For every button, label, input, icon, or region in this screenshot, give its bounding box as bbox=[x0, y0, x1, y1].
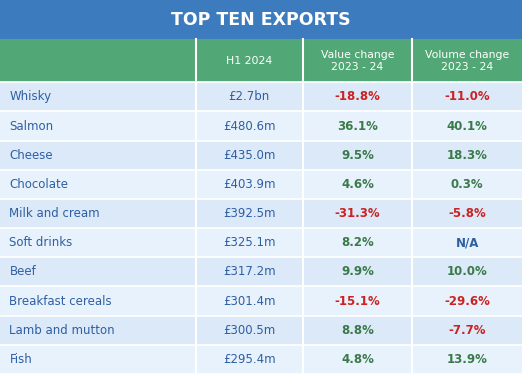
Text: 10.0%: 10.0% bbox=[447, 266, 488, 278]
Text: 9.9%: 9.9% bbox=[341, 266, 374, 278]
Text: 13.9%: 13.9% bbox=[447, 353, 488, 366]
Text: -5.8%: -5.8% bbox=[448, 207, 486, 220]
Text: -31.3%: -31.3% bbox=[335, 207, 381, 220]
Text: 4.6%: 4.6% bbox=[341, 178, 374, 191]
Text: -11.0%: -11.0% bbox=[444, 91, 490, 103]
Text: 40.1%: 40.1% bbox=[447, 120, 488, 132]
Text: Milk and cream: Milk and cream bbox=[9, 207, 100, 220]
Bar bbox=[0, 286, 522, 316]
Text: Volume change
2023 - 24: Volume change 2023 - 24 bbox=[425, 50, 509, 71]
Text: Chocolate: Chocolate bbox=[9, 178, 68, 191]
Bar bbox=[0, 111, 522, 141]
Bar bbox=[0, 345, 522, 374]
Bar bbox=[0, 199, 522, 228]
Text: Fish: Fish bbox=[9, 353, 32, 366]
Text: Value change
2023 - 24: Value change 2023 - 24 bbox=[321, 50, 394, 71]
Text: -29.6%: -29.6% bbox=[444, 295, 490, 307]
Bar bbox=[0, 170, 522, 199]
Text: £317.2m: £317.2m bbox=[223, 266, 276, 278]
Text: £325.1m: £325.1m bbox=[223, 236, 276, 249]
Text: -15.1%: -15.1% bbox=[335, 295, 381, 307]
Text: Lamb and mutton: Lamb and mutton bbox=[9, 324, 115, 337]
Bar bbox=[0, 316, 522, 345]
Text: N/A: N/A bbox=[456, 236, 479, 249]
Text: 8.2%: 8.2% bbox=[341, 236, 374, 249]
Bar bbox=[0, 141, 522, 170]
Text: Beef: Beef bbox=[9, 266, 36, 278]
Text: Salmon: Salmon bbox=[9, 120, 54, 132]
Bar bbox=[0, 257, 522, 286]
Text: -7.7%: -7.7% bbox=[448, 324, 486, 337]
Bar bbox=[0, 228, 522, 257]
Text: 9.5%: 9.5% bbox=[341, 149, 374, 162]
Text: 0.3%: 0.3% bbox=[451, 178, 483, 191]
Text: 18.3%: 18.3% bbox=[447, 149, 488, 162]
Text: 4.8%: 4.8% bbox=[341, 353, 374, 366]
Text: 8.8%: 8.8% bbox=[341, 324, 374, 337]
Text: H1 2024: H1 2024 bbox=[226, 56, 272, 66]
Text: £403.9m: £403.9m bbox=[223, 178, 276, 191]
Text: -18.8%: -18.8% bbox=[335, 91, 381, 103]
Bar bbox=[0, 0, 522, 39]
Text: Whisky: Whisky bbox=[9, 91, 52, 103]
Text: 36.1%: 36.1% bbox=[337, 120, 378, 132]
Text: Breakfast cereals: Breakfast cereals bbox=[9, 295, 112, 307]
Text: Cheese: Cheese bbox=[9, 149, 53, 162]
Text: Soft drinks: Soft drinks bbox=[9, 236, 73, 249]
Text: £301.4m: £301.4m bbox=[223, 295, 276, 307]
Bar bbox=[0, 82, 522, 111]
Text: £480.6m: £480.6m bbox=[223, 120, 276, 132]
Text: £295.4m: £295.4m bbox=[223, 353, 276, 366]
Text: £2.7bn: £2.7bn bbox=[229, 91, 270, 103]
Bar bbox=[0, 39, 522, 82]
Text: £435.0m: £435.0m bbox=[223, 149, 276, 162]
Text: £392.5m: £392.5m bbox=[223, 207, 276, 220]
Text: £300.5m: £300.5m bbox=[223, 324, 276, 337]
Text: TOP TEN EXPORTS: TOP TEN EXPORTS bbox=[171, 10, 351, 29]
